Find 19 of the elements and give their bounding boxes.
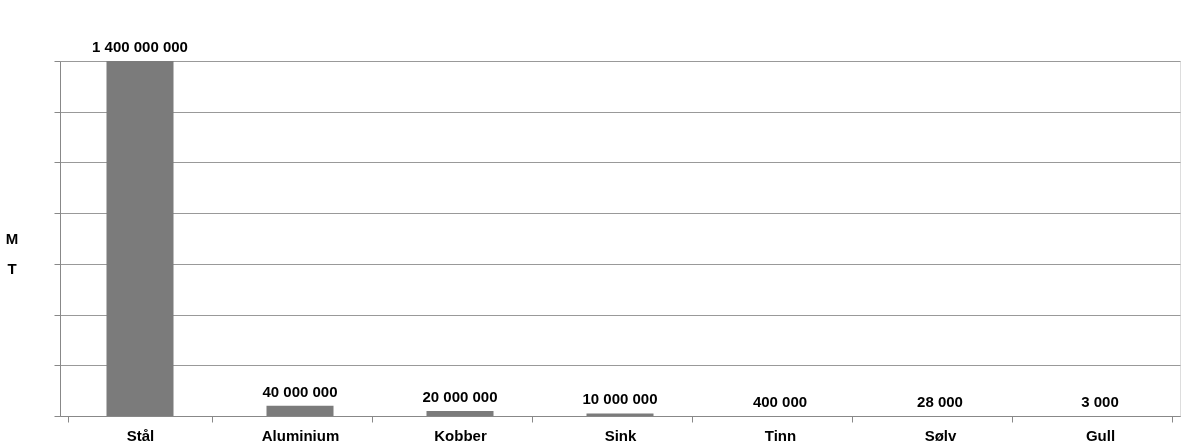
data-label: 1 400 000 000	[92, 38, 188, 55]
x-tick-label: Tinn	[764, 426, 797, 441]
bar	[266, 405, 334, 416]
x-tick-label: Stål	[126, 426, 155, 441]
data-label: 20 000 000	[422, 387, 498, 405]
x-tick-label: Sølv	[924, 426, 957, 441]
data-label: 10 000 000	[582, 390, 658, 408]
data-label: 400 000	[752, 392, 808, 410]
data-label: 40 000 000	[262, 382, 338, 400]
data-label: 3 000	[1081, 393, 1119, 410]
bar	[106, 61, 174, 416]
bar	[586, 413, 654, 416]
data-label: 28 000	[917, 392, 963, 410]
x-tick-label: Gull	[1085, 426, 1116, 441]
x-tick-label: Sink	[604, 426, 637, 441]
bar	[426, 410, 494, 416]
x-tick-label: Kobber	[434, 426, 487, 441]
x-tick-label: Aluminium	[261, 426, 340, 441]
y-axis-title: MT	[5, 230, 19, 277]
